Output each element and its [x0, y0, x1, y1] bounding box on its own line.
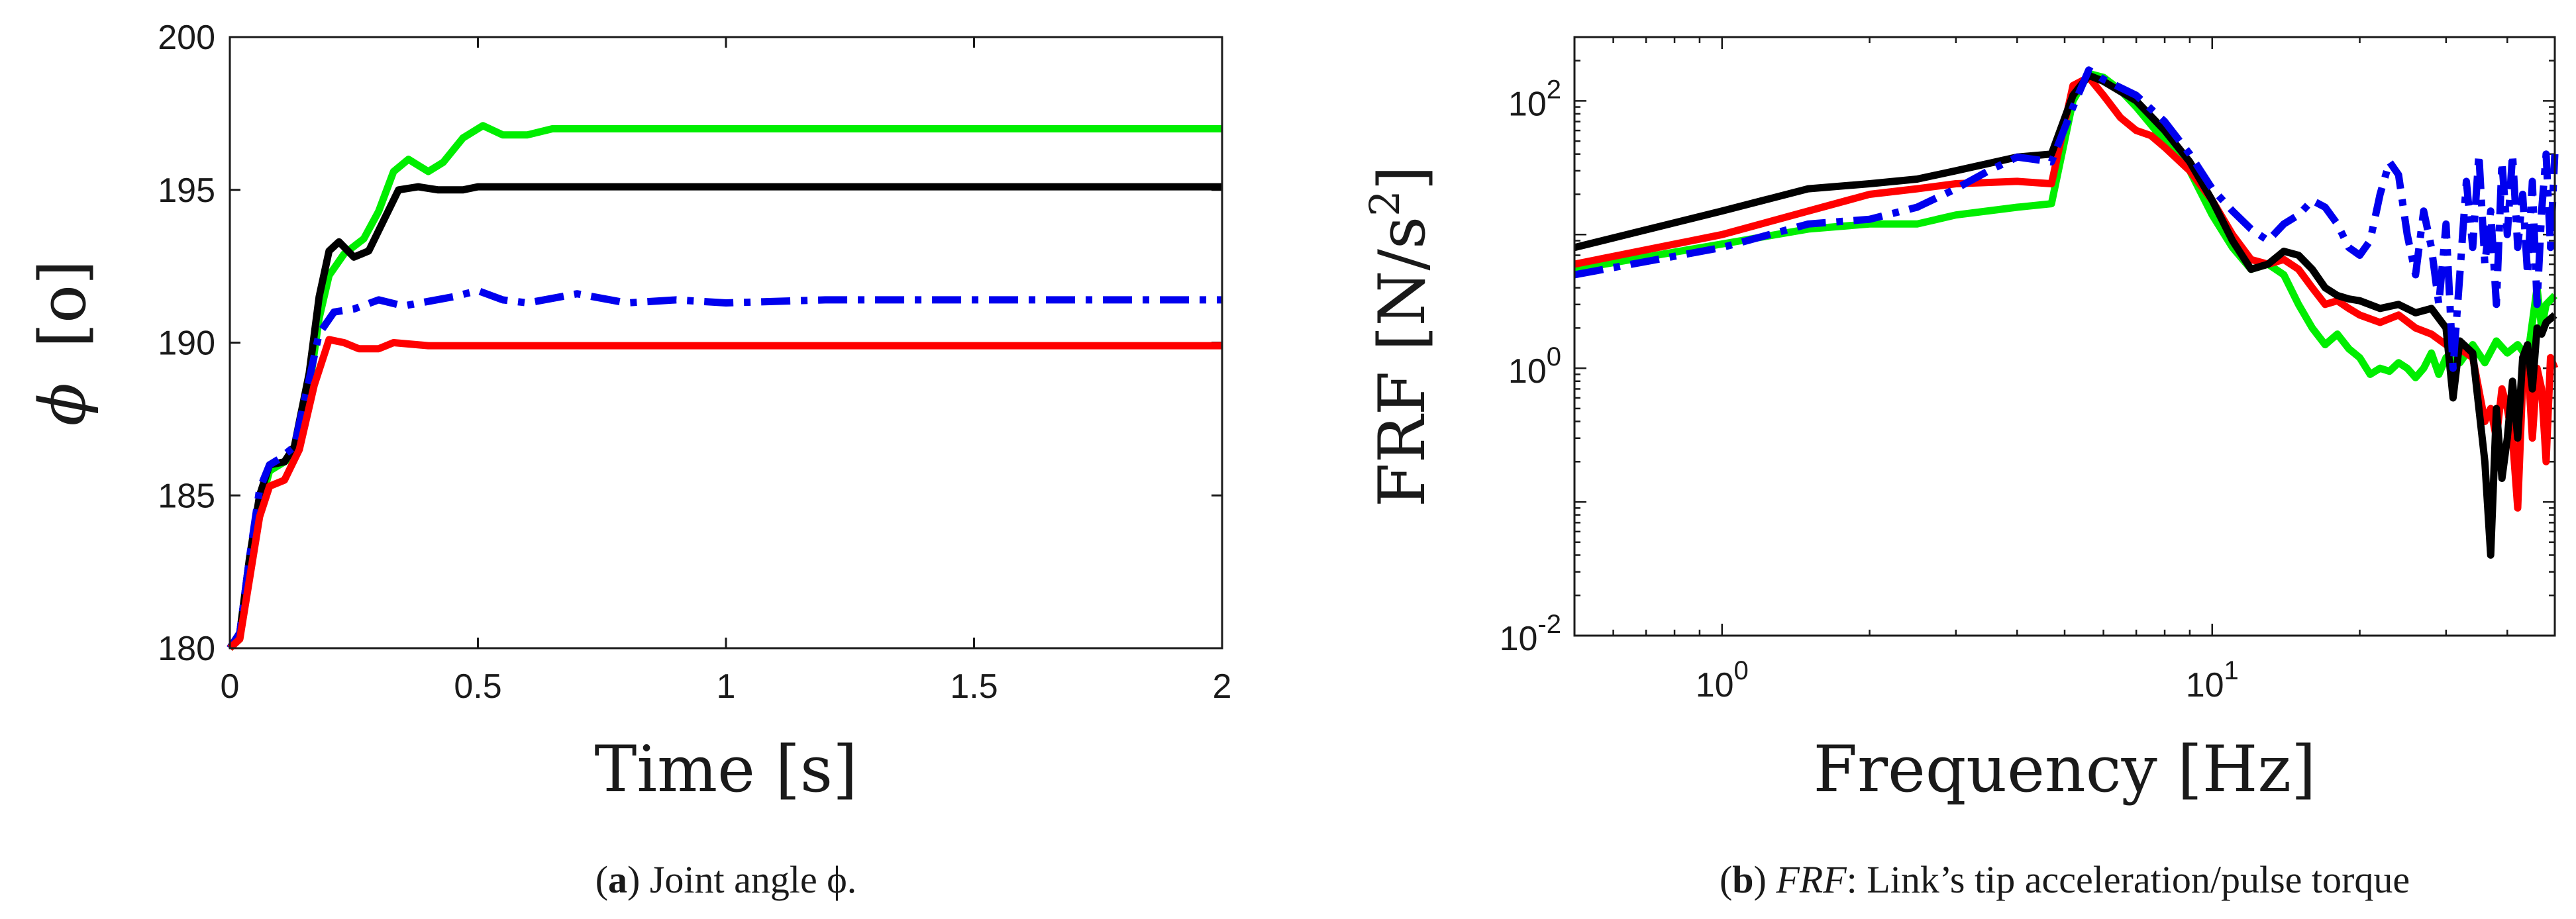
panel-b-caption-letter: b [1732, 858, 1753, 901]
panel-a-xtick-label: 2 [1213, 667, 1232, 706]
panel-a-tick-labels: 0 0.5 1 1.5 2 180 185 190 195 200 [158, 19, 1231, 706]
panel-b-ylabel-close: ] [1365, 166, 1439, 190]
panel-b-series [1573, 66, 2559, 559]
panel-a-caption: (a) Joint angle ϕ. [595, 858, 857, 901]
panel-b-ytick-label: 10-2 [1500, 610, 1561, 658]
panel-a-xlabel: Time [s] [594, 732, 857, 806]
panel-b-ylabel-text: FRF [N/s [1365, 217, 1439, 507]
panel-b-caption-italic: FRF [1775, 858, 1847, 901]
panel-b-series-black [1573, 72, 2557, 559]
panel-a-series [227, 122, 1222, 652]
panel-b-ytick-label: 102 [1508, 75, 1561, 123]
panel-a-xtick-label: 0 [221, 667, 240, 706]
panel-b-series-blue [1573, 66, 2559, 372]
panel-a-ytick-label: 190 [158, 324, 215, 363]
panel-a-caption-letter: a [608, 858, 627, 901]
panel-b-xtick-label: 101 [2186, 656, 2239, 704]
panel-a-xtick-label: 1.5 [950, 667, 998, 706]
panel-a-ytick-label: 200 [158, 19, 215, 57]
panel-a-ylabel-symbol: ϕ [26, 383, 100, 426]
panel-a-series-red [227, 336, 1222, 652]
panel-b-ylabel: FRF [N/s2] [1361, 166, 1439, 507]
panel-a-frame [229, 36, 1223, 650]
panel-a-ytick-label: 180 [158, 630, 215, 668]
panel-a-caption-text: Joint angle ϕ. [650, 858, 856, 901]
panel-a-series-green [227, 122, 1222, 652]
panel-b-tick-labels: 100 101 10-2 100 102 [1500, 75, 2239, 704]
panel-b-xtick-label: 100 [1696, 656, 1749, 704]
panel-a-ylabel-unit: [o] [26, 260, 100, 348]
panel-a-ylabel: ϕ [o] [26, 260, 100, 426]
panel-b-xlabel: Frequency [Hz] [1814, 732, 2316, 806]
panel-b: 100 101 10-2 100 102 Frequency [Hz] FRF [N/s… [1361, 36, 2559, 901]
panel-b-caption-text: : Link’s tip acceleration/pulse torque [1847, 858, 2410, 901]
panel-b-ytick-label: 100 [1508, 342, 1561, 391]
panel-b-caption: (b) FRF: Link’s tip acceleration/pulse t… [1720, 858, 2410, 901]
panel-a-ytick-label: 185 [158, 477, 215, 515]
panel-a-series-black [227, 183, 1222, 650]
panel-b-series-red [1573, 73, 2559, 512]
panel-a-ytick-label: 195 [158, 171, 215, 210]
panel-a-xtick-label: 0.5 [454, 667, 501, 706]
panel-b-frame [1573, 36, 2556, 637]
panel-a-series-blue [227, 287, 1222, 650]
panel-b-ylabel-sup: 2 [1361, 190, 1409, 216]
panel-a-xtick-label: 1 [717, 667, 736, 706]
